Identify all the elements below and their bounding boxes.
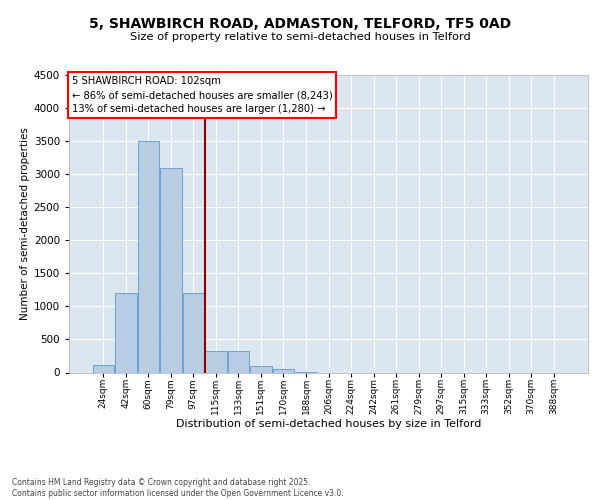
Text: Contains HM Land Registry data © Crown copyright and database right 2025.
Contai: Contains HM Land Registry data © Crown c… (12, 478, 344, 498)
Bar (273, 369, 294, 372)
X-axis label: Distribution of semi-detached houses by size in Telford: Distribution of semi-detached houses by … (176, 418, 481, 428)
Bar (137, 141, 159, 372)
Bar (205, 350, 227, 372)
Bar (92, 365, 114, 372)
Text: 5 SHAWBIRCH ROAD: 102sqm
← 86% of semi-detached houses are smaller (8,243)
13% o: 5 SHAWBIRCH ROAD: 102sqm ← 86% of semi-d… (71, 76, 332, 114)
Text: 5, SHAWBIRCH ROAD, ADMASTON, TELFORD, TF5 0AD: 5, SHAWBIRCH ROAD, ADMASTON, TELFORD, TF… (89, 18, 511, 32)
Text: Size of property relative to semi-detached houses in Telford: Size of property relative to semi-detach… (130, 32, 470, 42)
Bar (160, 168, 182, 372)
Y-axis label: Number of semi-detached properties: Number of semi-detached properties (20, 128, 29, 320)
Bar (228, 350, 249, 372)
Bar (250, 366, 272, 372)
Bar (182, 293, 204, 372)
Bar (115, 293, 137, 372)
